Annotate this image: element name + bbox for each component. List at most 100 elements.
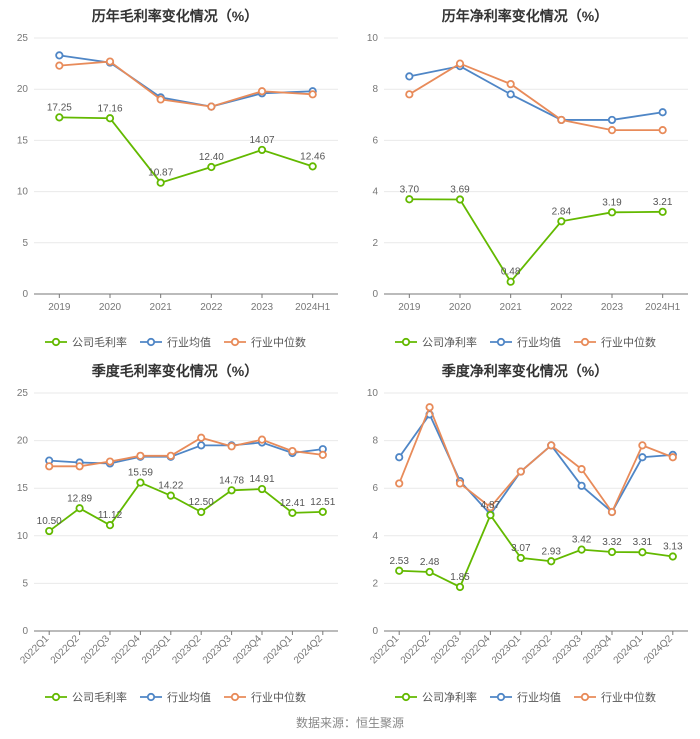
svg-text:2020: 2020 [99, 302, 122, 313]
svg-text:3.21: 3.21 [653, 197, 673, 208]
chart-title: 历年净利率变化情况（%） [350, 6, 700, 26]
svg-text:12.41: 12.41 [280, 498, 305, 509]
legend: 公司毛利率行业均值行业中位数 [0, 334, 350, 351]
svg-text:3.13: 3.13 [663, 542, 683, 553]
svg-text:5: 5 [22, 238, 28, 249]
legend-item: 行业中位数 [223, 689, 306, 705]
svg-text:2019: 2019 [398, 302, 421, 313]
svg-text:10: 10 [17, 531, 29, 542]
svg-text:2022: 2022 [200, 302, 223, 313]
legend-label: 行业均值 [167, 334, 211, 350]
svg-text:2022Q3: 2022Q3 [79, 633, 112, 666]
svg-text:15: 15 [17, 135, 29, 146]
svg-text:3.19: 3.19 [602, 197, 622, 208]
legend: 公司毛利率 行业均值 行业中位数 [0, 689, 350, 706]
legend-label: 行业中位数 [251, 689, 306, 705]
svg-text:2022: 2022 [550, 302, 573, 313]
legend-label: 行业中位数 [601, 334, 656, 350]
panel-bottom-left: 季度毛利率变化情况（%） 05101520252022Q12022Q22022Q… [0, 355, 350, 710]
svg-text:2.53: 2.53 [389, 556, 409, 567]
svg-text:3.07: 3.07 [511, 543, 531, 554]
svg-text:17.25: 17.25 [47, 102, 72, 113]
svg-text:2: 2 [372, 578, 378, 589]
svg-text:8: 8 [372, 84, 378, 95]
svg-text:12.46: 12.46 [300, 151, 325, 162]
legend: 公司净利率行业均值 行业中位数 [350, 689, 700, 706]
svg-text:12.89: 12.89 [67, 493, 92, 504]
svg-text:4.87: 4.87 [481, 500, 501, 511]
svg-text:2023Q1: 2023Q1 [490, 633, 523, 666]
footer-source: 数据来源：恒生聚源 [0, 710, 700, 739]
svg-text:6: 6 [372, 135, 378, 146]
legend-item: 行业均值 [489, 689, 561, 705]
legend-label: 行业中位数 [601, 689, 656, 705]
svg-text:6: 6 [372, 483, 378, 494]
svg-text:2023: 2023 [251, 302, 274, 313]
svg-text:25: 25 [17, 33, 29, 44]
legend-item: 行业中位数 [573, 689, 656, 705]
svg-text:12.40: 12.40 [199, 152, 224, 163]
chart-svg-bottom-right: 02468102022Q12022Q22022Q32022Q42023Q1202… [350, 379, 700, 677]
chart-title: 季度毛利率变化情况（%） [0, 361, 350, 381]
chart-title: 季度净利率变化情况（%） [350, 361, 700, 381]
svg-text:11.12: 11.12 [98, 510, 123, 521]
legend: 公司净利率行业均值行业中位数 [350, 334, 700, 351]
svg-text:2022Q3: 2022Q3 [429, 633, 462, 666]
svg-text:0: 0 [372, 289, 378, 300]
svg-text:2023: 2023 [601, 302, 624, 313]
svg-text:2023Q2: 2023Q2 [520, 633, 553, 666]
legend-item: 行业中位数 [573, 334, 656, 350]
legend-label: 公司净利率 [422, 334, 477, 350]
legend-label: 公司净利率 [422, 689, 477, 705]
svg-text:12.50: 12.50 [189, 497, 214, 508]
svg-text:0: 0 [22, 626, 28, 637]
svg-text:10.87: 10.87 [148, 168, 173, 179]
svg-text:15.59: 15.59 [128, 468, 153, 479]
svg-text:2024Q2: 2024Q2 [642, 633, 675, 666]
svg-text:2024Q1: 2024Q1 [612, 633, 645, 666]
svg-text:15: 15 [17, 483, 29, 494]
svg-text:1.85: 1.85 [450, 572, 470, 583]
svg-text:4: 4 [372, 187, 378, 198]
svg-text:10: 10 [17, 187, 29, 198]
svg-text:14.78: 14.78 [219, 475, 244, 486]
legend-label: 公司毛利率 [72, 689, 127, 705]
svg-text:2024Q1: 2024Q1 [262, 633, 295, 666]
svg-text:2022Q2: 2022Q2 [49, 633, 82, 666]
svg-text:3.69: 3.69 [450, 185, 470, 196]
chart-svg-top-right: 0246810201920202021202220232024H13.703.6… [350, 24, 700, 322]
svg-text:20: 20 [17, 84, 29, 95]
svg-text:14.22: 14.22 [158, 481, 183, 492]
svg-text:2: 2 [372, 238, 378, 249]
svg-text:3.42: 3.42 [572, 535, 592, 546]
legend-item: 公司毛利率 [44, 689, 127, 705]
chart-title: 历年毛利率变化情况（%） [0, 6, 350, 26]
svg-text:2.84: 2.84 [552, 206, 572, 217]
svg-text:3.31: 3.31 [633, 537, 653, 548]
panel-top-right: 历年净利率变化情况（%） 024681020192020202120222023… [350, 0, 700, 355]
legend-item: 行业均值 [139, 689, 211, 705]
chart-grid: 历年毛利率变化情况（%） 051015202520192020202120222… [0, 0, 700, 710]
svg-text:2023Q4: 2023Q4 [231, 633, 264, 666]
svg-text:2021: 2021 [500, 302, 523, 313]
legend-item: 公司毛利率 [44, 334, 127, 350]
svg-text:3.32: 3.32 [602, 537, 622, 548]
svg-text:2021: 2021 [150, 302, 173, 313]
legend-item: 公司净利率 [394, 689, 477, 705]
legend-label: 行业均值 [167, 689, 211, 705]
svg-text:2022Q4: 2022Q4 [110, 633, 143, 666]
svg-text:25: 25 [17, 388, 29, 399]
svg-text:0: 0 [22, 289, 28, 300]
svg-text:2023Q2: 2023Q2 [170, 633, 203, 666]
svg-text:14.91: 14.91 [249, 474, 274, 485]
svg-text:17.16: 17.16 [97, 103, 122, 114]
svg-text:2.93: 2.93 [541, 546, 561, 557]
svg-text:2024H1: 2024H1 [645, 302, 680, 313]
chart-svg-bottom-left: 05101520252022Q12022Q22022Q32022Q42023Q1… [0, 379, 350, 677]
panel-top-left: 历年毛利率变化情况（%） 051015202520192020202120222… [0, 0, 350, 355]
svg-text:14.07: 14.07 [249, 135, 274, 146]
svg-text:2023Q3: 2023Q3 [201, 633, 234, 666]
svg-text:2022Q2: 2022Q2 [399, 633, 432, 666]
svg-text:2020: 2020 [449, 302, 472, 313]
legend-item: 行业均值 [139, 334, 211, 350]
